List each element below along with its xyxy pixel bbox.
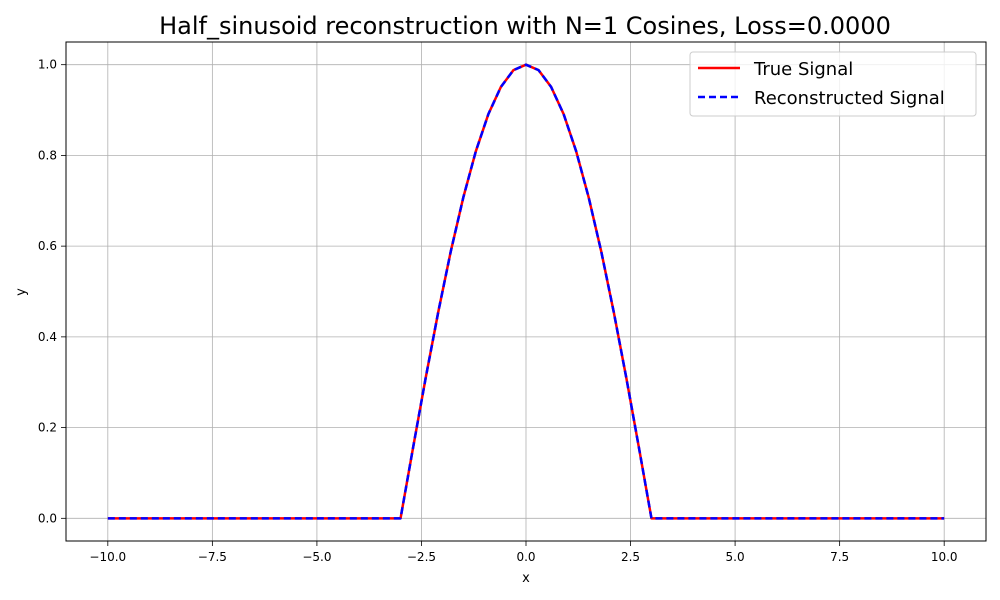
x-tick-label: −2.5 bbox=[407, 550, 436, 564]
series-line-reconstructed-signal bbox=[107, 63, 945, 520]
x-tick-label: −5.0 bbox=[302, 550, 331, 564]
legend-label-reconstructed-signal: Reconstructed Signal bbox=[754, 88, 945, 109]
x-tick-label: 5.0 bbox=[726, 550, 745, 564]
plot-series bbox=[107, 63, 945, 520]
y-tick-label: 1.0 bbox=[38, 58, 57, 72]
x-tick-label: 2.5 bbox=[621, 550, 640, 564]
y-tick-label: 0.0 bbox=[38, 511, 57, 525]
chart-title: Half_sinusoid reconstruction with N=1 Co… bbox=[159, 12, 891, 40]
x-tick-label: −10.0 bbox=[89, 550, 126, 564]
y-tick-label: 0.2 bbox=[38, 421, 57, 435]
legend-box bbox=[689, 51, 977, 117]
y-tick-label: 0.6 bbox=[38, 239, 57, 253]
x-tick-label: 0.0 bbox=[516, 550, 535, 564]
legend: True Signal Reconstructed Signal bbox=[689, 51, 977, 117]
x-tick-label: 7.5 bbox=[830, 550, 849, 564]
axis-ticks: −10.0 −7.5 −5.0 −2.5 0.0 2.5 5.0 7.5 10.0 0.0 0.2 0… bbox=[38, 58, 958, 564]
legend-label-true-signal: True Signal bbox=[753, 59, 853, 80]
y-tick-label: 0.4 bbox=[38, 330, 57, 344]
x-axis-label: x bbox=[522, 571, 530, 586]
y-tick-label: 0.8 bbox=[38, 148, 57, 162]
x-tick-label: 10.0 bbox=[931, 550, 958, 564]
x-tick-label: −7.5 bbox=[198, 550, 227, 564]
y-axis-label: y bbox=[14, 288, 29, 296]
